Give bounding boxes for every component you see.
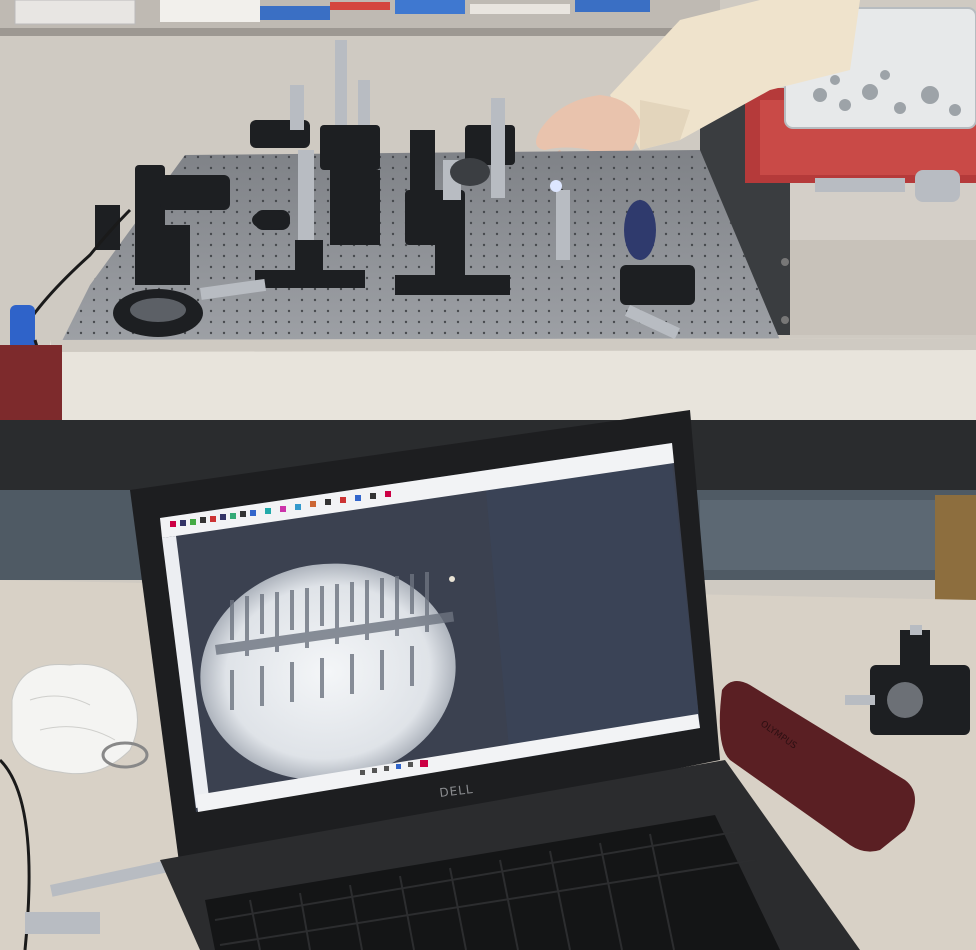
taskbar [196, 714, 700, 812]
microscope-view [200, 563, 456, 781]
optical-mounts [95, 120, 695, 305]
tissue [11, 663, 138, 775]
toolbar-icons [170, 491, 391, 527]
red-pouch [0, 345, 62, 420]
blue-mount [624, 200, 656, 260]
steel-posts [200, 40, 960, 340]
app-window [160, 443, 674, 538]
table-edge [50, 338, 976, 430]
laptop-brand-logo: DELL [439, 782, 475, 800]
blue-connector [10, 305, 35, 350]
eyepiece-case [719, 681, 915, 852]
hand [536, 95, 640, 205]
mirror-mount [845, 625, 970, 735]
micrometer-scale [215, 572, 455, 710]
